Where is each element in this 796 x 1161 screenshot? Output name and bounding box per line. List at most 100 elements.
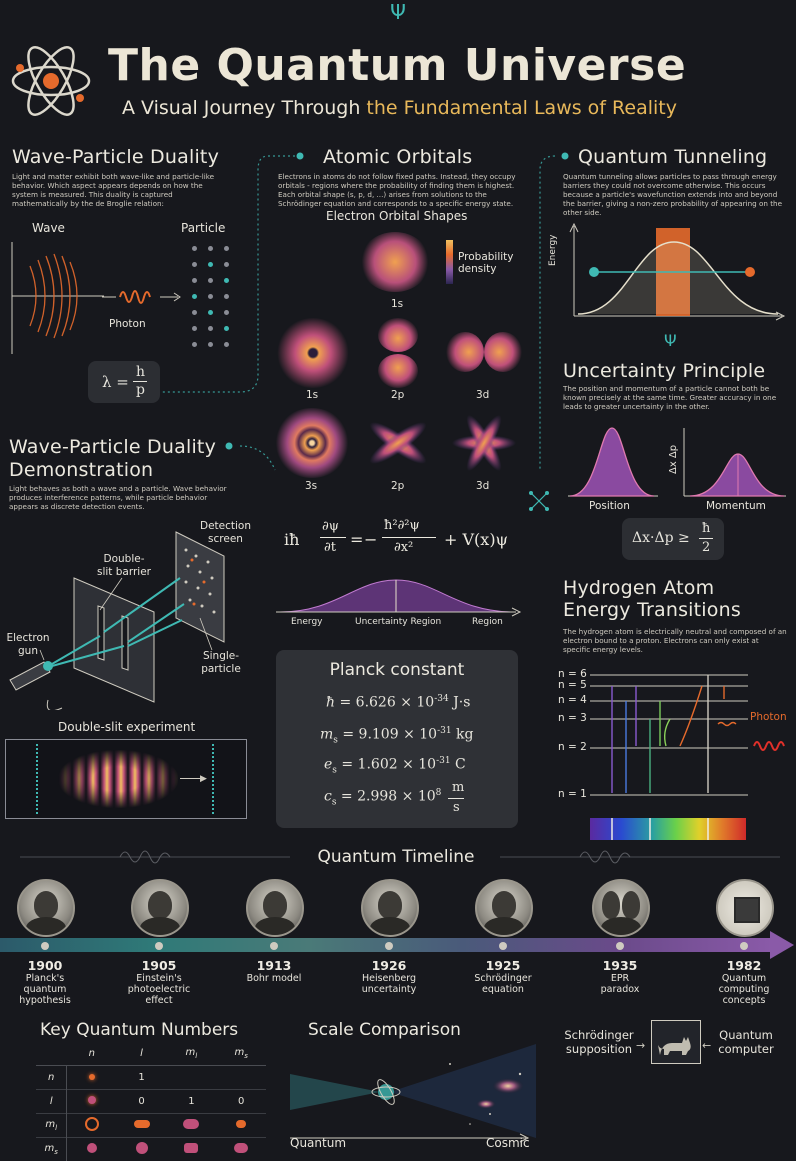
eq-dpsi: ∂ψ [322,519,339,534]
de-broglie-lhs: λ = [102,373,129,391]
eq-dx2: ∂x² [394,540,413,555]
quantum-numbers-table: n l ml ms n 1 l 0 1 0 ml ms [36,1042,266,1161]
planck-sub: s [332,765,337,775]
orbitals-text: Electrons in atoms do not follow fixed p… [278,172,518,208]
tunneling-text: Quantum tunneling allows particles to pa… [563,172,788,217]
planck-unit-num: m [452,780,464,795]
timeline-dot [499,942,507,950]
gun-label: Electron gun [6,632,50,658]
qn-cell: 0 [216,1090,266,1114]
position-curve [562,424,662,502]
uncertainty-region-chart [276,572,522,618]
timeline-dot [740,942,748,950]
timeline-event: 1905 Einstein's photoelectric effect [119,958,199,1006]
timeline-event: 1900 Planck's quantum hypothesis [5,958,85,1006]
cat-arrow-left: → [636,1039,645,1052]
particle-dots [190,244,240,354]
event-desc: Schrödinger equation [470,973,536,995]
planck-unit-den: s [453,800,460,815]
uncertainty-axis-label: Δx Δp [668,445,679,474]
qn-cell [67,1138,117,1161]
eq-dt: ∂t [324,540,336,555]
qn-cell [67,1066,117,1090]
orbital-label: 3d [476,389,489,401]
event-year: 1926 [349,958,429,973]
orbital-label: 3s [305,480,317,492]
scale-title: Scale Comparison [308,1020,461,1040]
planck-exp: -31 [436,756,451,766]
hydrogen-text: The hydrogen atom is electrically neutra… [563,627,788,654]
wave-particle-title: Wave-Particle Duality [12,146,219,168]
momentum-curve [682,424,788,502]
scale-right-label: Cosmic [486,1136,530,1150]
tunneling-title: Quantum Tunneling [578,146,767,168]
uncertainty-formula: Δx·Δp ≥ ħ 2 [622,518,724,560]
timeline-dot [270,942,278,950]
photon-emission-icon [752,736,792,756]
level-label: n = 2 [558,741,587,753]
event-desc: EPR paradox [595,973,645,995]
portrait-heisenberg [361,879,419,937]
de-broglie-num: h [136,364,145,380]
planck-val: = 6.626 × 10 [339,695,434,711]
qn-row-label: ms [36,1138,67,1161]
de-broglie-formula: λ = h p [88,361,160,403]
event-year: 1935 [580,958,660,973]
uncertainty-title: Uncertainty Principle [563,360,765,382]
qn-row-label: ml [36,1114,67,1138]
momentum-label: Momentum [706,500,766,512]
portrait-schrodinger [475,879,533,937]
qn-cell: 1 [166,1090,216,1114]
qn-cell [67,1090,117,1114]
qn-cell [117,1138,167,1161]
demo-text: Light behaves as both a wave and a parti… [9,484,229,511]
portrait-einstein [131,879,189,937]
quantum-numbers-title: Key Quantum Numbers [40,1020,238,1040]
cat-left-label: Schrödinger supposition [561,1028,637,1056]
wave-particle-text: Light and matter exhibit both wave-like … [12,172,222,208]
orbital-label: 2p [391,480,404,492]
timeline-dot [41,942,49,950]
qn-header: n [67,1042,117,1066]
planck-sym: ħ [326,695,335,711]
double-slit-diagram [4,520,254,710]
timeline-dot [616,942,624,950]
wave-diagram [8,238,108,358]
qn-header: ms [216,1042,266,1066]
orbital-1s [276,318,350,388]
barrier-label: Double-slit barrier [96,553,152,579]
qn-header: ml [166,1042,216,1066]
event-desc: Einstein's photoelectric effect [124,973,194,1006]
planck-sub: s [333,735,338,745]
event-year: 1913 [234,958,314,973]
event-desc: Quantum computing concepts [714,973,774,1006]
planck-sym: c [324,789,332,805]
particle-label: Particle [181,221,225,235]
timeline-event: 1925 Schrödinger equation [463,958,543,995]
wave-label: Wave [32,221,65,235]
qn-cell [216,1138,266,1161]
level-label: n = 3 [558,712,587,724]
planck-card: Planck constant ħ = 6.626 × 10-34 J·s ms… [276,650,518,828]
qn-row-label: l [36,1090,67,1114]
timeline-title: Quantum Timeline [296,847,496,867]
timeline-event: 1935 EPR paradox [580,958,660,995]
energy-axis-label: Energy [291,617,323,627]
qn-cell [216,1114,266,1138]
tunneling-axis-label: Energy [548,234,558,266]
experiment-label: Double-slit experiment [58,720,195,734]
psi-divider-icon: Ψ [664,331,677,350]
qn-cell [166,1066,216,1090]
photon-label-h: Photon [750,711,787,723]
qn-header: l [117,1042,167,1066]
orbital-3d-flower [446,408,522,478]
uncertainty-num: ħ [702,521,710,536]
planck-title: Planck constant [276,660,518,680]
qn-cell: 0 [117,1090,167,1114]
probability-legend: Probability density [458,251,528,275]
cat-icon [652,1021,700,1063]
level-label: n = 1 [558,788,587,800]
planck-row: ms = 9.109 × 10-31 kg [320,726,473,745]
schrodinger-equation: iħ ∂ψ ∂t = − ħ²∂²ψ ∂x² + V(x)ψ [284,516,524,566]
timeline-event: 1982 Quantum computing concepts [704,958,784,1006]
